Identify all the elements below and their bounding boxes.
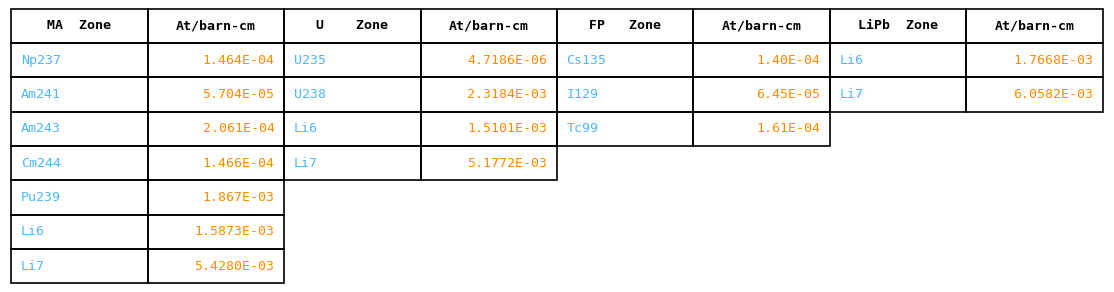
Bar [148,77,284,112]
Bar [148,43,284,77]
Bar [284,77,421,112]
Text: I129: I129 [567,88,598,101]
Bar [421,146,557,180]
Text: Am241: Am241 [21,88,60,101]
Bar [148,180,284,215]
Text: At/barn-cm: At/barn-cm [176,19,256,32]
Text: Pu239: Pu239 [21,191,60,204]
Text: U238: U238 [294,88,325,101]
Bar [693,43,830,77]
Bar [557,77,693,112]
Bar [11,215,148,249]
Text: Cm244: Cm244 [21,157,60,170]
Bar [693,77,830,112]
Bar [421,9,557,43]
Bar [11,9,148,43]
Text: Li7: Li7 [840,88,863,101]
Bar [148,112,284,146]
Bar [830,43,966,77]
Bar [11,77,148,112]
Text: 2.3184E-03: 2.3184E-03 [468,88,547,101]
Text: Li7: Li7 [21,260,45,273]
Text: Tc99: Tc99 [567,122,598,135]
Text: 1.466E-04: 1.466E-04 [203,157,274,170]
Bar [148,215,284,249]
Bar [284,112,421,146]
Text: 5.4280E-03: 5.4280E-03 [195,260,274,273]
Text: 1.5873E-03: 1.5873E-03 [195,225,274,238]
Bar [421,112,557,146]
Bar [557,43,693,77]
Bar [284,146,421,180]
Bar [284,9,421,43]
Bar [693,112,830,146]
Text: 5.1772E-03: 5.1772E-03 [468,157,547,170]
Bar [11,112,148,146]
Text: 1.5101E-03: 1.5101E-03 [468,122,547,135]
Text: 1.40E-04: 1.40E-04 [756,54,820,67]
Bar [284,43,421,77]
Text: U235: U235 [294,54,325,67]
Bar [421,43,557,77]
Text: Li6: Li6 [840,54,863,67]
Bar [693,9,830,43]
Bar [830,77,966,112]
Bar [11,249,148,283]
Bar [967,43,1103,77]
Text: Li6: Li6 [21,225,45,238]
Text: 1.61E-04: 1.61E-04 [756,122,820,135]
Bar [557,112,693,146]
Text: U    Zone: U Zone [316,19,389,32]
Text: 4.7186E-06: 4.7186E-06 [468,54,547,67]
Text: Am243: Am243 [21,122,60,135]
Bar [148,146,284,180]
Bar [11,180,148,215]
Bar [148,249,284,283]
Text: At/barn-cm: At/barn-cm [995,19,1075,32]
Text: FP   Zone: FP Zone [589,19,662,32]
Text: At/barn-cm: At/barn-cm [722,19,802,32]
Text: 1.7668E-03: 1.7668E-03 [1014,54,1093,67]
Text: 1.867E-03: 1.867E-03 [203,191,274,204]
Bar [11,146,148,180]
Text: MA  Zone: MA Zone [48,19,111,32]
Bar [967,9,1103,43]
Text: Np237: Np237 [21,54,60,67]
Bar [421,77,557,112]
Text: 2.061E-04: 2.061E-04 [203,122,274,135]
Text: 6.45E-05: 6.45E-05 [756,88,820,101]
Bar [148,9,284,43]
Text: Li6: Li6 [294,122,317,135]
Bar [557,9,693,43]
Text: Cs135: Cs135 [567,54,606,67]
Text: 6.0582E-03: 6.0582E-03 [1014,88,1093,101]
Text: At/barn-cm: At/barn-cm [449,19,529,32]
Text: 1.464E-04: 1.464E-04 [203,54,274,67]
Text: LiPb  Zone: LiPb Zone [858,19,938,32]
Text: Li7: Li7 [294,157,317,170]
Bar [830,9,966,43]
Text: 5.704E-05: 5.704E-05 [203,88,274,101]
Bar [967,77,1103,112]
Bar [11,43,148,77]
